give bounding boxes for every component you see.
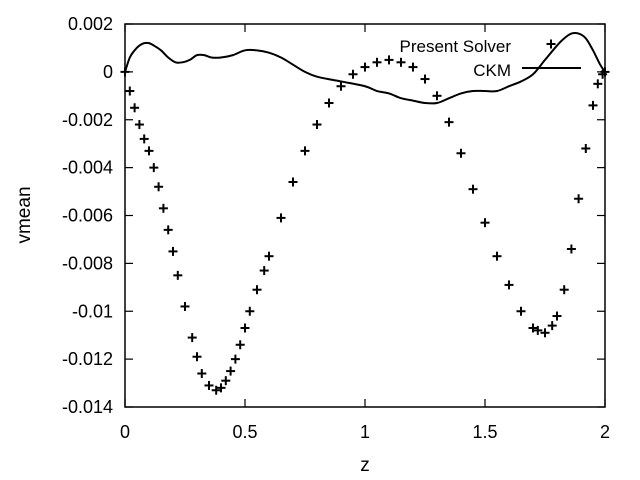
present-solver-point: [120, 67, 130, 77]
present-solver-point: [574, 194, 584, 204]
present-solver-point: [420, 74, 430, 84]
present-solver-point: [600, 67, 610, 77]
plot-border: [124, 23, 606, 408]
present-solver-point: [504, 280, 514, 290]
present-solver-point: [516, 306, 526, 316]
x-tick-label: 1.5: [472, 422, 497, 442]
present-solver-point: [226, 366, 236, 376]
x-tick-label: 0.5: [232, 422, 257, 442]
x-axis-label: z: [360, 455, 370, 476]
plot-frame: [124, 23, 606, 408]
legend-label-ckm: CKM: [473, 61, 511, 80]
present-solver-point: [528, 323, 538, 333]
present-solver-point: [480, 218, 490, 228]
present-solver-point: [144, 146, 154, 156]
present-solver-point: [408, 62, 418, 72]
legend-plus-marker: [546, 39, 556, 49]
ckm-line: [124, 31, 606, 105]
present-solver-point: [264, 251, 274, 261]
present-solver-point: [360, 62, 370, 72]
present-solver-point: [149, 163, 159, 173]
present-solver-point: [300, 146, 310, 156]
present-solver-point: [336, 81, 346, 91]
present-solver-point: [240, 323, 250, 333]
present-solver-series: [120, 55, 610, 395]
present-solver-point: [235, 340, 245, 350]
present-solver-point: [348, 69, 358, 79]
x-tick-label: 0: [120, 422, 130, 442]
y-tick-label: 0.002: [68, 14, 113, 34]
present-solver-point: [192, 352, 202, 362]
present-solver-point: [288, 177, 298, 187]
x-axis-ticks: 0 0.5 1 1.5 2: [120, 24, 610, 442]
present-solver-point: [396, 57, 406, 67]
present-solver-point: [559, 285, 569, 295]
y-tick-label: -0.002: [62, 110, 113, 130]
y-axis-ticks: 0.002 0 -0.002 -0.004 -0.006 -0.008 -0.01 -0.01…: [62, 14, 605, 417]
present-solver-point: [540, 328, 550, 338]
present-solver-point: [230, 354, 240, 364]
y-tick-label: 0: [103, 62, 113, 82]
y-tick-label: -0.006: [62, 206, 113, 226]
present-solver-point: [180, 301, 190, 311]
y-tick-label: -0.012: [62, 349, 113, 369]
present-solver-point: [139, 134, 149, 144]
present-solver-point: [533, 325, 543, 335]
present-solver-point: [163, 225, 173, 235]
present-solver-point: [125, 86, 135, 96]
legend-marker-present-solver: [546, 39, 556, 49]
ckm-series: [124, 31, 606, 105]
present-solver-point: [158, 203, 168, 213]
present-solver-point: [324, 98, 334, 108]
present-solver-point: [216, 383, 226, 393]
present-solver-point: [432, 91, 442, 101]
y-tick-label: -0.01: [72, 301, 113, 321]
present-solver-point: [372, 57, 382, 67]
present-solver-point: [566, 244, 576, 254]
x-tick-label: 2: [600, 422, 610, 442]
y-tick-label: -0.008: [62, 253, 113, 273]
present-solver-point: [581, 143, 591, 153]
present-solver-point: [492, 251, 502, 261]
present-solver-point: [552, 311, 562, 321]
present-solver-point: [204, 380, 214, 390]
present-solver-point: [187, 333, 197, 343]
y-axis-label: vmean: [14, 186, 35, 243]
legend-entry-present-solver: Present Solver: [400, 37, 556, 56]
present-solver-point: [221, 376, 231, 386]
present-solver-point: [259, 266, 269, 276]
present-solver-point: [197, 368, 207, 378]
present-solver-point: [211, 385, 221, 395]
present-solver-point: [312, 120, 322, 130]
present-solver-point: [154, 182, 164, 192]
present-solver-point: [168, 246, 178, 256]
present-solver-point: [252, 285, 262, 295]
x-tick-label: 1: [360, 422, 370, 442]
y-tick-label: -0.014: [62, 397, 113, 417]
present-solver-point: [384, 55, 394, 65]
present-solver-point: [245, 306, 255, 316]
present-solver-point: [456, 148, 466, 158]
legend-entry-ckm: CKM: [473, 61, 581, 80]
present-solver-point: [588, 100, 598, 110]
legend-label-present-solver: Present Solver: [400, 37, 512, 56]
present-solver-point: [468, 184, 478, 194]
present-solver-point: [593, 79, 603, 89]
legend: Present Solver CKM: [400, 37, 581, 80]
present-solver-point: [134, 120, 144, 130]
present-solver-point: [547, 321, 557, 331]
present-solver-point: [173, 270, 183, 280]
present-solver-point: [444, 117, 454, 127]
present-solver-point: [130, 103, 140, 113]
present-solver-point: [276, 213, 286, 223]
y-tick-label: -0.004: [62, 158, 113, 178]
